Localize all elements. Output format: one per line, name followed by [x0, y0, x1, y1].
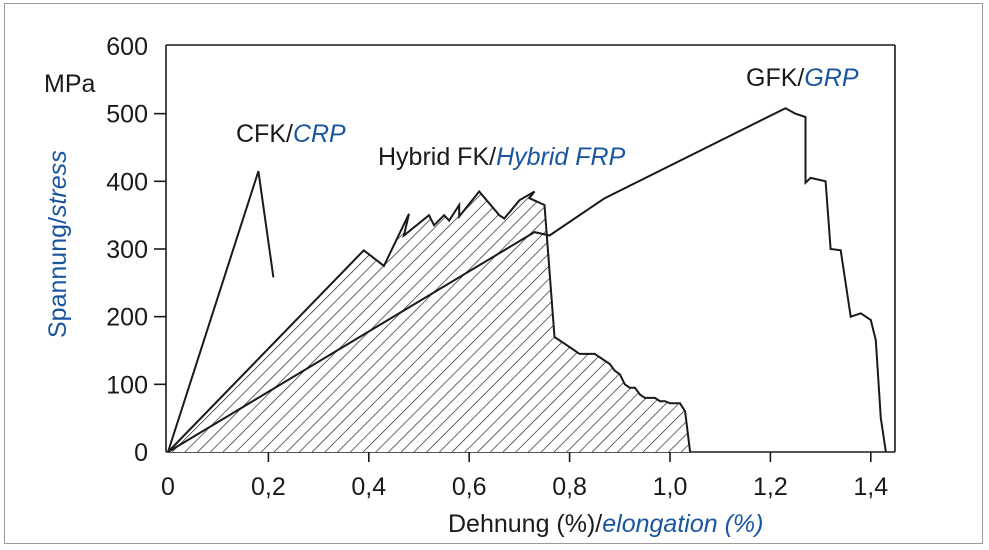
series-label-cfk-main: CFK/ [236, 120, 293, 148]
series-area-hybrid [168, 191, 691, 452]
x-tick-label: 0,4 [351, 473, 386, 501]
series-line-gfk [167, 107, 887, 453]
series-label-hybrid: Hybrid FK/Hybrid FRP [378, 143, 626, 171]
series-label-hybrid-italic: Hybrid FRP [496, 143, 626, 171]
y-tick-label: 500 [106, 101, 148, 129]
y-tick-label: 0 [134, 439, 148, 467]
x-tick-label: 1,4 [853, 473, 888, 501]
series-line-hybrid [167, 189, 692, 453]
x-axis-title: Dehnung (%)/elongation (%) [448, 510, 763, 538]
x-axis-title-main: Dehnung (%)/ [448, 510, 602, 538]
y-tick-label: 300 [106, 236, 148, 264]
series-line-cfk [167, 170, 275, 453]
x-tick-label: 0,6 [452, 473, 487, 501]
y-tick-label: 400 [106, 168, 148, 196]
series-label-gfk-main: GFK/ [746, 64, 804, 92]
x-tick-label: 0,8 [552, 473, 587, 501]
series-label-gfk-italic: GRP [804, 64, 859, 92]
y-axis-title-main: Spannung/ [44, 217, 72, 338]
x-tick-label: 1,0 [653, 473, 688, 501]
series-label-hybrid-main: Hybrid FK/ [378, 143, 496, 171]
series-label-cfk: CFK/CRP [236, 120, 346, 148]
y-tick-label: 600 [106, 33, 148, 61]
y-unit-label: MPa [44, 70, 96, 98]
y-tick-label: 200 [106, 304, 148, 332]
figure-frame [4, 3, 983, 544]
x-tick-label: 0,2 [251, 473, 286, 501]
series-label-cfk-italic: CRP [293, 120, 346, 148]
y-axis-title: Spannung/stress [44, 150, 72, 338]
y-axis-title-italic: stress [44, 150, 72, 217]
x-tick-label: 1,2 [753, 473, 788, 501]
x-tick-label: 0 [161, 473, 175, 501]
series-label-gfk: GFK/GRP [746, 64, 859, 92]
y-tick-label: 100 [106, 371, 148, 399]
x-axis-title-italic: elongation (%) [602, 510, 763, 538]
